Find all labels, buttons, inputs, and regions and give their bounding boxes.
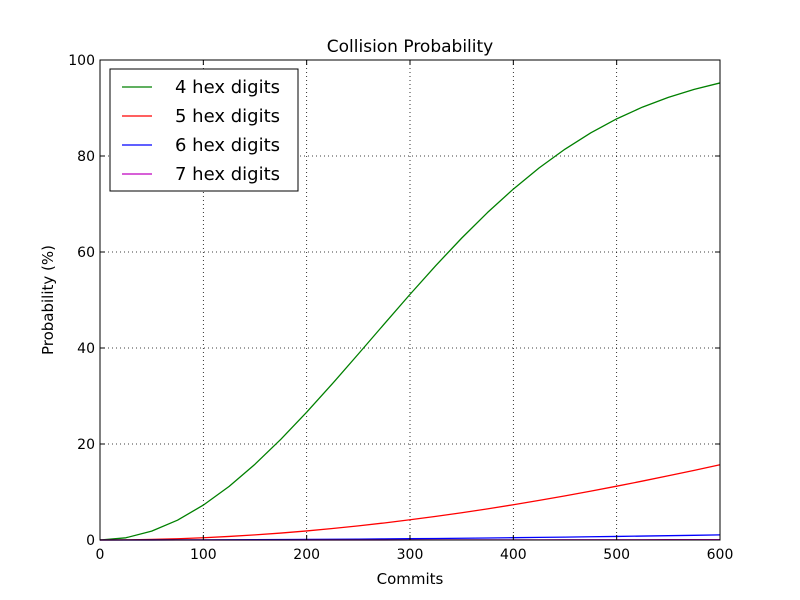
x-tick-label: 100 <box>190 547 217 563</box>
legend-label: 6 hex digits <box>175 135 280 156</box>
y-tick-label: 100 <box>68 53 95 69</box>
ticks <box>99 59 721 541</box>
y-tick-label: 40 <box>77 341 95 357</box>
y-axis-label: Probability (%) <box>39 245 57 355</box>
y-tick-label: 60 <box>77 245 95 261</box>
x-tick-label: 0 <box>96 547 105 563</box>
legend-label: 7 hex digits <box>175 164 280 185</box>
x-axis-label: Commits <box>377 570 444 588</box>
series-line-4-hex-digits <box>99 82 721 541</box>
chart-title: Collision Probability <box>327 37 493 57</box>
y-tick-labels: 0 20 40 60 80 100 <box>68 53 95 549</box>
y-tick-label: 80 <box>77 149 95 165</box>
legend-label: 5 hex digits <box>175 106 280 127</box>
legend-label: 4 hex digits <box>175 77 280 98</box>
y-tick-label: 0 <box>86 533 95 549</box>
x-tick-label: 600 <box>707 547 734 563</box>
legend: 4 hex digits 5 hex digits 6 hex digits 7 he… <box>109 68 299 192</box>
x-tick-label: 300 <box>397 547 424 563</box>
legend-box <box>109 68 299 192</box>
x-tick-label: 200 <box>293 547 320 563</box>
x-tick-labels: 0 100 200 300 400 500 600 <box>96 547 734 563</box>
x-tick-label: 400 <box>500 547 527 563</box>
y-tick-label: 20 <box>77 437 95 453</box>
x-tick-label: 500 <box>603 547 630 563</box>
